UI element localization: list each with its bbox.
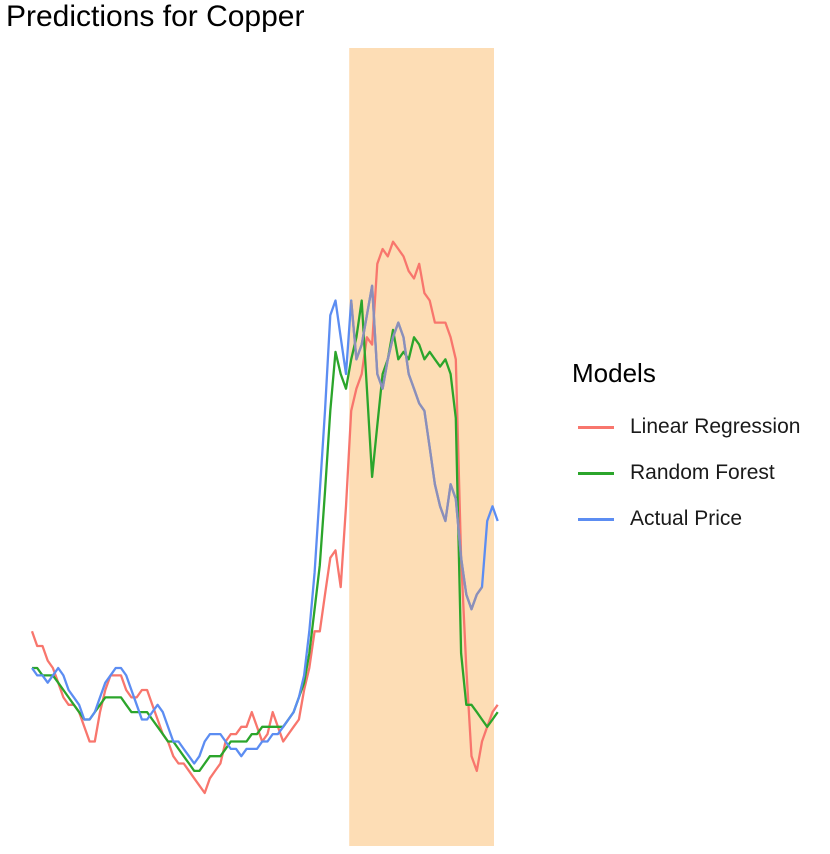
legend-key-actual-price — [578, 517, 614, 521]
legend-title: Models — [572, 358, 656, 388]
series-line-actual-price-highlighted — [350, 284, 483, 611]
series-layer — [30, 240, 499, 795]
legend-label-random-forest: Random Forest — [630, 461, 775, 484]
legend-label-actual-price: Actual Price — [630, 507, 743, 530]
legend-item-actual-price: Actual Price — [572, 496, 800, 542]
legend-key-random-forest — [578, 471, 614, 475]
legend-label-linear-regression: Linear Regression — [630, 415, 801, 438]
chart-title: Predictions for Copper — [6, 0, 305, 33]
legend-key-linear-regression — [578, 425, 614, 429]
legend: Models Linear Regression Random Forest A… — [572, 356, 800, 542]
legend-item-linear-regression: Linear Regression — [572, 404, 800, 450]
series-line-random-forest — [32, 299, 499, 773]
legend-item-random-forest: Random Forest — [572, 450, 800, 496]
